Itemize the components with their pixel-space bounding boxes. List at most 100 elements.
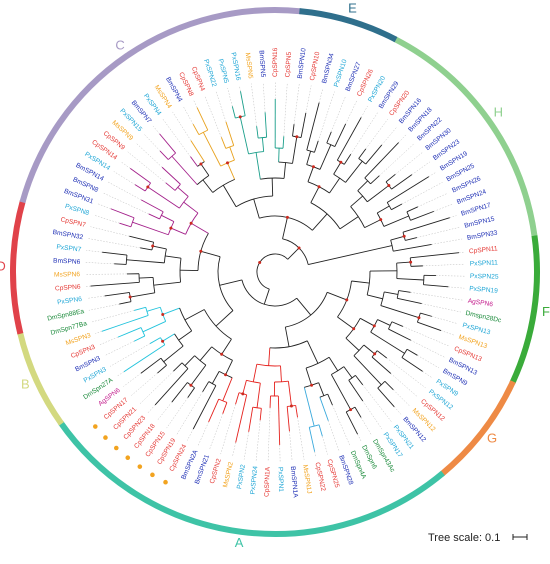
branch <box>398 290 411 293</box>
branch <box>396 261 411 264</box>
guide-line <box>104 341 135 357</box>
branch <box>327 291 347 301</box>
guide-line <box>152 126 160 135</box>
branch-arc <box>269 340 308 349</box>
branch <box>200 163 210 176</box>
bootstrap-node <box>289 404 293 408</box>
guide-line <box>239 85 241 92</box>
branch <box>139 276 154 279</box>
guide-line <box>138 371 174 405</box>
branch <box>357 180 369 192</box>
branch <box>126 259 165 264</box>
branch-arc <box>306 149 315 153</box>
bootstrap-node <box>372 324 376 328</box>
branch <box>192 123 200 135</box>
guide-line <box>156 401 173 422</box>
leaf-label: PxSPN6 <box>57 296 83 306</box>
branch <box>227 162 236 180</box>
branch <box>178 330 192 341</box>
guide-line <box>422 263 465 267</box>
branch <box>345 411 358 435</box>
branch <box>295 405 298 418</box>
guide-line <box>365 118 388 150</box>
guide-line <box>97 203 111 209</box>
branch <box>377 387 395 408</box>
branch <box>391 203 403 211</box>
branch <box>306 102 320 151</box>
branch <box>183 201 199 214</box>
leaf-label: Dmspn28Dc <box>465 310 503 325</box>
leaf-label: PxSPN25 <box>470 273 499 281</box>
branch-arc <box>181 362 189 369</box>
branch <box>199 346 213 361</box>
branch <box>406 206 419 213</box>
branch <box>383 215 409 227</box>
branch <box>312 213 328 231</box>
leaf-label: PxSPN7 <box>56 244 82 254</box>
guide-line <box>449 215 457 218</box>
leaf-label: MsSPN6 <box>54 271 80 278</box>
guide-line <box>401 182 443 205</box>
bootstrap-node <box>417 316 421 320</box>
guide-line <box>209 413 223 451</box>
guide-line <box>90 226 130 237</box>
leaf-label: BmSPN5 <box>257 50 266 78</box>
guide-line <box>317 91 335 142</box>
clade-arc <box>10 199 26 335</box>
guide-line <box>314 451 317 458</box>
clade-arc <box>17 331 64 426</box>
guide-line <box>144 134 161 152</box>
branch <box>318 424 323 437</box>
branch <box>110 208 135 219</box>
branch <box>129 168 151 184</box>
leaf-label: BmSPN33 <box>466 230 498 242</box>
branch <box>334 123 347 147</box>
leaf-label: PxSPN11 <box>470 260 499 268</box>
bootstrap-node <box>258 261 262 265</box>
guide-line <box>394 406 402 415</box>
guide-line <box>113 171 136 185</box>
bootstrap-node <box>311 165 315 169</box>
branch <box>252 364 258 382</box>
guide-line <box>416 226 460 238</box>
branch <box>222 402 228 414</box>
bootstrap-node <box>189 383 193 387</box>
branch-arc <box>310 202 341 230</box>
branch <box>337 316 354 330</box>
branch <box>307 166 314 182</box>
branch <box>229 146 235 161</box>
branch <box>255 152 261 180</box>
branch <box>162 333 175 342</box>
tree-scale-bar: Tree scale: 0.1 <box>428 532 528 544</box>
clade-arc <box>393 36 538 236</box>
guide-line <box>428 171 437 177</box>
branch-arc <box>358 158 366 165</box>
guide-line <box>386 357 426 389</box>
guide-line <box>458 251 464 253</box>
branch <box>292 124 295 137</box>
bootstrap-node-markers <box>128 115 421 412</box>
leaf-label: BmSPN1A <box>289 466 299 499</box>
bootstrap-node <box>285 215 289 219</box>
guide-line <box>86 250 103 253</box>
clade-label: D <box>0 258 6 273</box>
leaf-label: PxSPN2 <box>236 464 247 490</box>
guide-line <box>102 192 149 215</box>
leaf-label: PxSPN5 <box>216 58 229 84</box>
leaf-label: CpSPN2 <box>209 458 223 485</box>
branch-arc <box>366 271 371 296</box>
branch <box>154 368 189 406</box>
branch <box>202 132 222 167</box>
branch <box>264 112 268 138</box>
branch <box>300 112 307 138</box>
branch-arc <box>174 333 184 347</box>
branch <box>235 392 240 405</box>
guide-line <box>232 442 236 458</box>
leaf-label: DmSpn88Ea <box>47 308 85 322</box>
bootstrap-node <box>241 392 245 396</box>
branch <box>339 216 359 230</box>
branch <box>184 309 205 321</box>
guide-line <box>85 262 115 265</box>
branch <box>343 366 353 379</box>
guide-line <box>362 384 392 423</box>
